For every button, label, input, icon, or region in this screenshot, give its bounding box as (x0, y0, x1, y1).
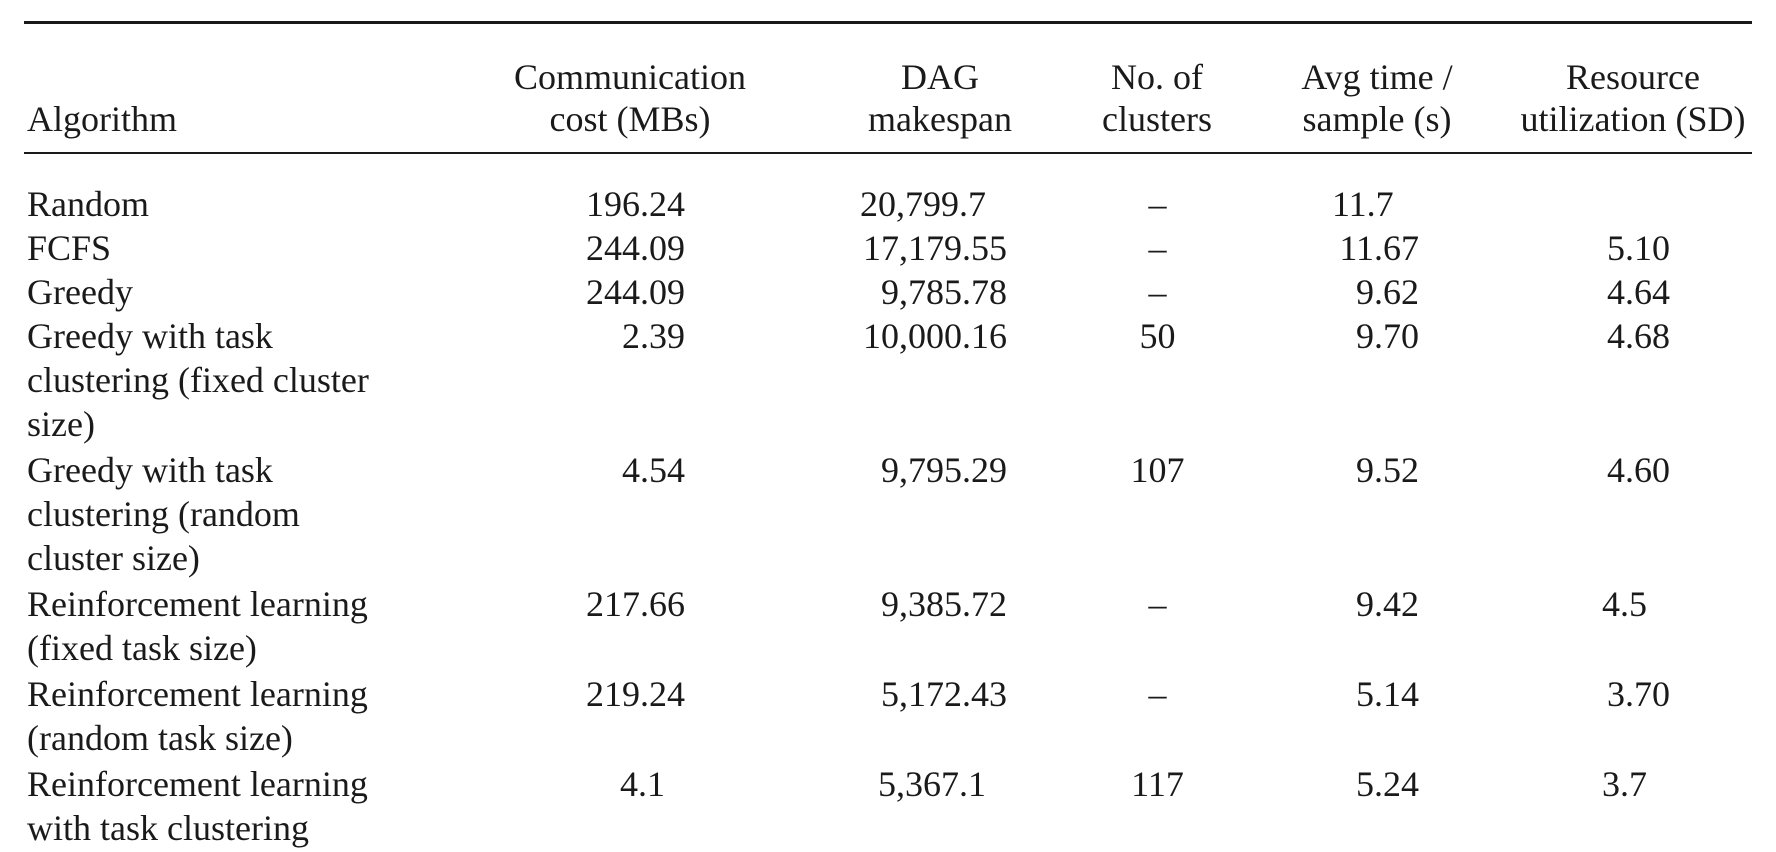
row-no-of-clusters: 117 (1131, 764, 1184, 804)
row-no-of-clusters: – (1148, 584, 1167, 624)
row-dag-makespan: 17,179.55 (863, 228, 1007, 268)
header-rule (24, 152, 1752, 154)
row-resource-utilization: 5.10 (1607, 228, 1670, 268)
row-communication-cost: 196.24 (586, 184, 685, 224)
header-dag-makespan: DAG makespan (868, 57, 1012, 139)
row-dag-makespan: 10,000.16 (863, 316, 1007, 356)
row-avg-time: 11.7 (1332, 184, 1394, 224)
row-algorithm: Reinforcement learning with task cluster… (27, 764, 368, 848)
row-avg-time: 9.70 (1356, 316, 1419, 356)
row-algorithm: Reinforcement learning (fixed task size) (27, 584, 368, 668)
header-no-of-clusters: No. of clusters (1102, 57, 1212, 139)
header-resource-utilization: Resource utilization (SD) (1520, 57, 1746, 139)
row-avg-time: 9.62 (1356, 272, 1419, 312)
top-rule (24, 21, 1752, 24)
row-resource-utilization: 4.68 (1607, 316, 1670, 356)
row-dag-makespan: 9,795.29 (881, 450, 1007, 490)
row-avg-time: 5.24 (1356, 764, 1419, 804)
row-communication-cost: 244.09 (586, 272, 685, 312)
row-no-of-clusters: – (1148, 228, 1167, 268)
row-resource-utilization: 4.60 (1607, 450, 1670, 490)
header-communication-cost: Communication cost (MBs) (514, 57, 746, 139)
row-communication-cost: 219.24 (586, 674, 685, 714)
row-dag-makespan: 5,367.1 (878, 764, 986, 804)
row-no-of-clusters: – (1148, 184, 1167, 224)
row-communication-cost: 217.66 (586, 584, 685, 624)
row-communication-cost: 4.1 (620, 764, 665, 804)
row-no-of-clusters: 50 (1139, 316, 1176, 356)
row-dag-makespan: 9,385.72 (881, 584, 1007, 624)
row-communication-cost: 244.09 (586, 228, 685, 268)
row-algorithm: Reinforcement learning (random task size… (27, 674, 368, 758)
header-algorithm: Algorithm (27, 99, 177, 139)
row-dag-makespan: 20,799.7 (860, 184, 986, 224)
row-resource-utilization: 4.64 (1607, 272, 1670, 312)
row-communication-cost: 4.54 (622, 450, 685, 490)
row-algorithm: Greedy with task clustering (fixed clust… (27, 316, 369, 444)
row-resource-utilization: 3.70 (1607, 674, 1670, 714)
row-avg-time: 5.14 (1356, 674, 1419, 714)
row-algorithm: Random (27, 184, 149, 224)
row-no-of-clusters: 107 (1130, 450, 1185, 490)
row-no-of-clusters: – (1148, 674, 1167, 714)
row-dag-makespan: 5,172.43 (881, 674, 1007, 714)
row-resource-utilization: 4.5 (1602, 584, 1647, 624)
row-avg-time: 9.42 (1356, 584, 1419, 624)
row-dag-makespan: 9,785.78 (881, 272, 1007, 312)
row-algorithm: Greedy (27, 272, 133, 312)
row-communication-cost: 2.39 (622, 316, 685, 356)
row-avg-time: 11.67 (1339, 228, 1419, 268)
row-algorithm: Greedy with task clustering (random clus… (27, 450, 300, 578)
row-resource-utilization: 3.7 (1602, 764, 1647, 804)
row-no-of-clusters: – (1148, 272, 1167, 312)
row-algorithm: FCFS (27, 228, 112, 268)
header-avg-time: Avg time / sample (s) (1301, 57, 1453, 139)
row-avg-time: 9.52 (1356, 450, 1419, 490)
